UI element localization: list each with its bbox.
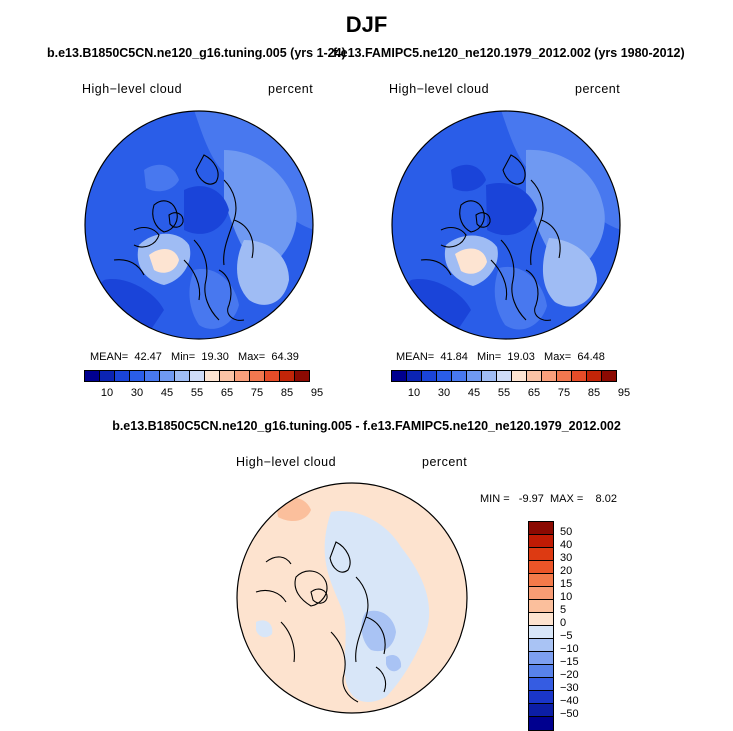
colorbar-tick-label: 40 <box>560 539 573 551</box>
colorbar-box <box>174 370 190 382</box>
colorbar-tick-label: −50 <box>560 708 579 720</box>
colorbar-box <box>279 370 295 382</box>
colorbar-tick-label: −30 <box>560 682 579 694</box>
colorbar-box <box>114 370 130 382</box>
panel1-stats: MEAN= 42.47 Min= 19.30 Max= 64.39 <box>90 351 299 363</box>
colorbar-box <box>481 370 497 382</box>
colorbar-tick-label: 65 <box>220 387 234 399</box>
colorbar-tick-label: 0 <box>560 617 567 629</box>
colorbar-tick-label: −40 <box>560 695 579 707</box>
colorbar-tick-label: −20 <box>560 669 579 681</box>
diff-polar-map <box>236 482 468 714</box>
colorbar-tick-label: 85 <box>280 387 294 399</box>
colorbar-tick-label: 10 <box>100 387 114 399</box>
panel1-case-title: b.e13.B1850C5CN.ne120_g16.tuning.005 (yr… <box>47 46 346 60</box>
colorbar-tick-label: 95 <box>310 387 324 399</box>
panel1-colorbar-ticks: 10 30 45 55 65 75 85 95 <box>84 387 323 401</box>
colorbar-box <box>541 370 557 382</box>
colorbar-tick-label: 15 <box>560 578 573 590</box>
panel2-units-label: percent <box>575 82 621 96</box>
panel2-colorbar <box>391 370 617 382</box>
colorbar-box <box>249 370 265 382</box>
colorbar-tick-label: −15 <box>560 656 579 668</box>
colorbar-tick-label: 65 <box>527 387 541 399</box>
colorbar-box <box>189 370 205 382</box>
colorbar-box <box>204 370 220 382</box>
panel1-variable-label: High−level cloud <box>82 82 183 96</box>
colorbar-tick-label: 20 <box>560 565 573 577</box>
colorbar-box <box>529 613 553 626</box>
colorbar-box <box>496 370 512 382</box>
colorbar-box <box>571 370 587 382</box>
colorbar-box <box>529 522 553 535</box>
colorbar-tick-label: 85 <box>587 387 601 399</box>
colorbar-box <box>526 370 542 382</box>
diff-title: b.e13.B1850C5CN.ne120_g16.tuning.005 - f… <box>112 419 621 433</box>
colorbar-box <box>529 561 553 574</box>
colorbar-tick-label: 50 <box>560 526 573 538</box>
colorbar-box <box>511 370 527 382</box>
panel2-colorbar-ticks: 10 30 45 55 65 75 85 95 <box>391 387 630 401</box>
colorbar-tick-label: 10 <box>560 591 573 603</box>
season-title: DJF <box>345 12 388 37</box>
colorbar-box <box>529 704 553 717</box>
diff-colorbar <box>528 521 554 731</box>
panel2-variable-label: High−level cloud <box>389 82 490 96</box>
colorbar-box <box>129 370 145 382</box>
colorbar-tick-label: −10 <box>560 643 579 655</box>
colorbar-tick-label: 55 <box>190 387 204 399</box>
panel1-colorbar <box>84 370 310 382</box>
colorbar-tick-label: 45 <box>467 387 481 399</box>
colorbar-box <box>406 370 422 382</box>
colorbar-box <box>529 691 553 704</box>
colorbar-box <box>451 370 467 382</box>
colorbar-box <box>529 574 553 587</box>
colorbar-box <box>529 600 553 613</box>
diff-minmax: MIN = -9.97 MAX = 8.02 <box>480 493 617 505</box>
colorbar-box <box>436 370 452 382</box>
colorbar-tick-label: 5 <box>560 604 567 616</box>
panel1-units-label: percent <box>268 82 314 96</box>
colorbar-box <box>529 717 553 730</box>
colorbar-box <box>144 370 160 382</box>
diff-colorbar-ticks: 50 40 30 20 15 10 5 0 −5 −10 −15 −20 −30 −40 −50 <box>560 521 600 731</box>
colorbar-box <box>159 370 175 382</box>
colorbar-tick-label: 95 <box>617 387 631 399</box>
panel2-polar-map <box>391 110 621 340</box>
panel1-polar-map <box>84 110 314 340</box>
colorbar-box <box>466 370 482 382</box>
colorbar-box <box>391 370 407 382</box>
colorbar-tick-label: 55 <box>497 387 511 399</box>
colorbar-box <box>84 370 100 382</box>
colorbar-box <box>529 535 553 548</box>
colorbar-tick-label: 10 <box>407 387 421 399</box>
colorbar-tick-label: 30 <box>130 387 144 399</box>
colorbar-box <box>99 370 115 382</box>
colorbar-box <box>586 370 602 382</box>
colorbar-tick-label: 75 <box>250 387 264 399</box>
colorbar-box <box>294 370 310 382</box>
colorbar-box <box>529 678 553 691</box>
colorbar-box <box>601 370 617 382</box>
colorbar-box <box>529 652 553 665</box>
colorbar-box <box>556 370 572 382</box>
colorbar-box <box>421 370 437 382</box>
colorbar-box <box>264 370 280 382</box>
colorbar-box <box>529 639 553 652</box>
panel2-stats: MEAN= 41.84 Min= 19.03 Max= 64.48 <box>396 351 605 363</box>
panel2-case-title: f.e13.FAMIPC5.ne120_ne120.1979_2012.002 … <box>333 46 685 60</box>
colorbar-box <box>234 370 250 382</box>
colorbar-tick-label: 30 <box>560 552 573 564</box>
colorbar-tick-label: 75 <box>557 387 571 399</box>
colorbar-box <box>529 626 553 639</box>
colorbar-tick-label: 30 <box>437 387 451 399</box>
colorbar-tick-label: −5 <box>560 630 573 642</box>
colorbar-box <box>219 370 235 382</box>
diff-variable-label: High−level cloud <box>236 455 337 469</box>
colorbar-box <box>529 548 553 561</box>
colorbar-box <box>529 665 553 678</box>
diff-units-label: percent <box>422 455 468 469</box>
colorbar-box <box>529 587 553 600</box>
colorbar-tick-label: 45 <box>160 387 174 399</box>
